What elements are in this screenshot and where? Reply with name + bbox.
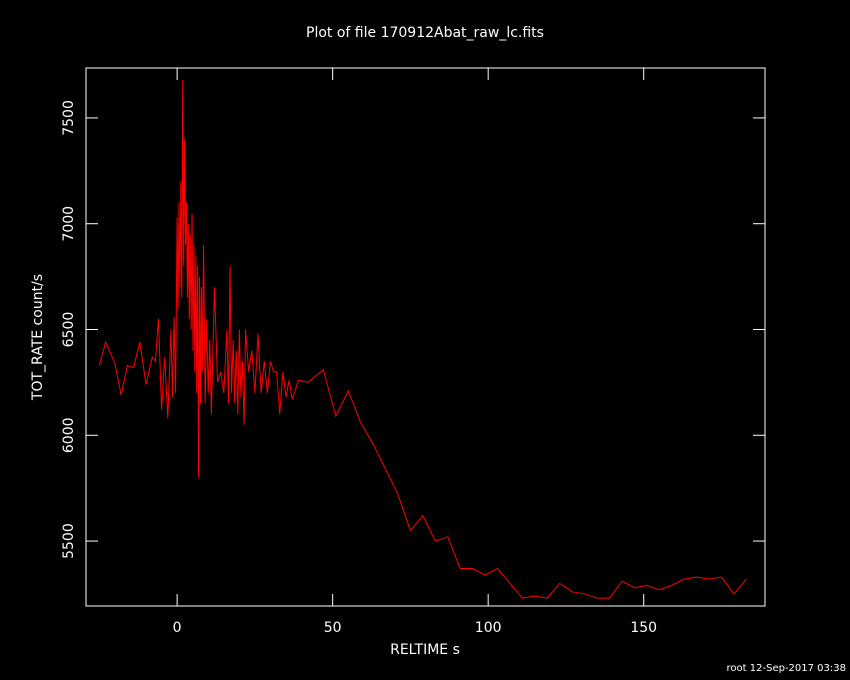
x-tick-label: 0 (173, 620, 182, 636)
y-tick-label: 7000 (61, 206, 77, 242)
y-tick-label: 5500 (61, 523, 77, 559)
data-line (98, 79, 747, 599)
plot-frame (85, 67, 766, 607)
y-tick-label: 6500 (61, 312, 77, 348)
x-tick-label: 100 (475, 620, 502, 636)
y-axis-label: TOT_RATE count/s (30, 274, 46, 401)
y-tick-label: 6000 (61, 417, 77, 453)
y-tick-label: 7500 (61, 100, 77, 136)
chart-title: Plot of file 170912Abat_raw_lc.fits (306, 25, 544, 41)
x-tick-label: 150 (630, 620, 657, 636)
x-tick-label: 50 (324, 620, 342, 636)
x-axis-label: RELTIME s (390, 642, 460, 658)
footer: root 12-Sep-2017 03:38 (727, 663, 846, 674)
